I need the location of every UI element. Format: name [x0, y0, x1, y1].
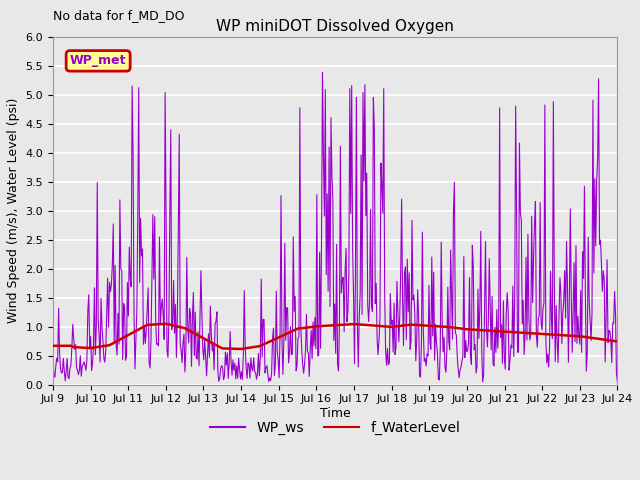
Title: WP miniDOT Dissolved Oxygen: WP miniDOT Dissolved Oxygen [216, 19, 454, 34]
Text: WP_met: WP_met [70, 54, 127, 67]
Legend: WP_ws, f_WaterLevel: WP_ws, f_WaterLevel [205, 415, 466, 440]
Text: No data for f_MD_DO: No data for f_MD_DO [53, 9, 184, 22]
X-axis label: Time: Time [320, 407, 351, 420]
Y-axis label: Wind Speed (m/s), Water Level (psi): Wind Speed (m/s), Water Level (psi) [7, 98, 20, 323]
